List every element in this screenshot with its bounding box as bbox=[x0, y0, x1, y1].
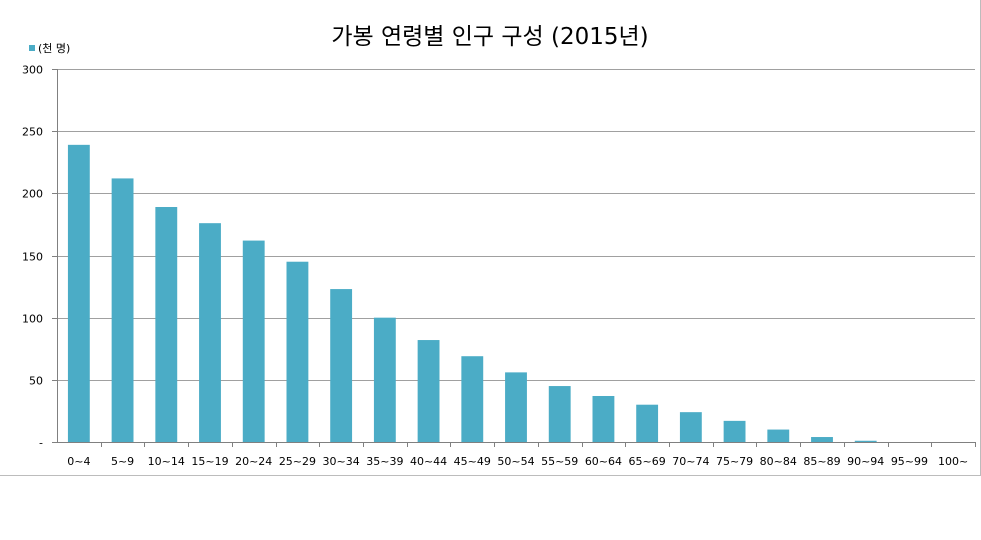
gridlines bbox=[57, 69, 975, 381]
bar bbox=[111, 178, 134, 442]
bar bbox=[67, 144, 90, 443]
x-tick-label: 65~69 bbox=[629, 455, 666, 468]
chart-title: 가봉 연령별 인구 구성 (2015년) bbox=[331, 24, 648, 50]
y-tick-label: 250 bbox=[22, 126, 43, 139]
x-tick-label: 0~4 bbox=[67, 455, 90, 468]
y-tick-label: 150 bbox=[22, 251, 43, 264]
bar bbox=[854, 440, 877, 442]
x-tick-label: 45~49 bbox=[454, 455, 491, 468]
bars bbox=[67, 144, 877, 443]
bar bbox=[242, 240, 265, 442]
x-tick-label: 75~79 bbox=[716, 455, 753, 468]
x-tick-label: 30~34 bbox=[323, 455, 360, 468]
y-tick-label: 200 bbox=[22, 188, 43, 201]
bar bbox=[373, 317, 396, 442]
y-tick-label: 50 bbox=[29, 375, 43, 388]
bar bbox=[548, 386, 571, 442]
x-tick-label: 25~29 bbox=[279, 455, 316, 468]
y-tick-label: 100 bbox=[22, 313, 43, 326]
bar bbox=[636, 404, 659, 442]
x-tick-label: 10~14 bbox=[148, 455, 185, 468]
bar bbox=[723, 420, 746, 442]
bar bbox=[811, 437, 833, 442]
bar bbox=[461, 356, 484, 442]
bar bbox=[767, 429, 790, 442]
bar bbox=[679, 412, 702, 442]
x-tick-label: 80~84 bbox=[760, 455, 797, 468]
bar bbox=[286, 261, 309, 442]
bar bbox=[417, 340, 440, 442]
x-tick-label: 15~19 bbox=[191, 455, 228, 468]
bar bbox=[505, 372, 527, 442]
x-tick-label: 55~59 bbox=[541, 455, 578, 468]
y-axis: - 50 100 150 200 250 300 bbox=[22, 64, 58, 450]
x-tick-label: 40~44 bbox=[410, 455, 447, 468]
chart-frame: 가봉 연령별 인구 구성 (2015년) (천 명) - 50 100 150 200 2… bbox=[0, 0, 981, 476]
x-tick-label: 50~54 bbox=[497, 455, 534, 468]
y-tick-label: 300 bbox=[22, 64, 43, 77]
bar-chart: 가봉 연령별 인구 구성 (2015년) (천 명) - 50 100 150 200 2… bbox=[22, 24, 976, 468]
x-tick-label: 95~99 bbox=[891, 455, 928, 468]
x-tick-label: 5~9 bbox=[111, 455, 134, 468]
legend-swatch bbox=[29, 45, 35, 51]
bar bbox=[330, 289, 353, 442]
bar bbox=[592, 395, 615, 442]
bar bbox=[155, 207, 178, 442]
x-tick-label: 85~89 bbox=[803, 455, 840, 468]
x-tick-label: 20~24 bbox=[235, 455, 272, 468]
x-tick-label: 70~74 bbox=[672, 455, 709, 468]
y-tick-label: - bbox=[39, 437, 43, 450]
x-axis: 0~4 5~9 10~14 15~19 20~24 25~29 30~34 35~39 40~4… bbox=[57, 442, 976, 468]
x-tick-label: 90~94 bbox=[847, 455, 884, 468]
x-tick-label: 100~ bbox=[938, 455, 968, 468]
x-tick-label: 35~39 bbox=[366, 455, 403, 468]
bar bbox=[199, 223, 221, 442]
legend-label: (천 명) bbox=[38, 41, 70, 55]
x-tick-label: 60~64 bbox=[585, 455, 622, 468]
